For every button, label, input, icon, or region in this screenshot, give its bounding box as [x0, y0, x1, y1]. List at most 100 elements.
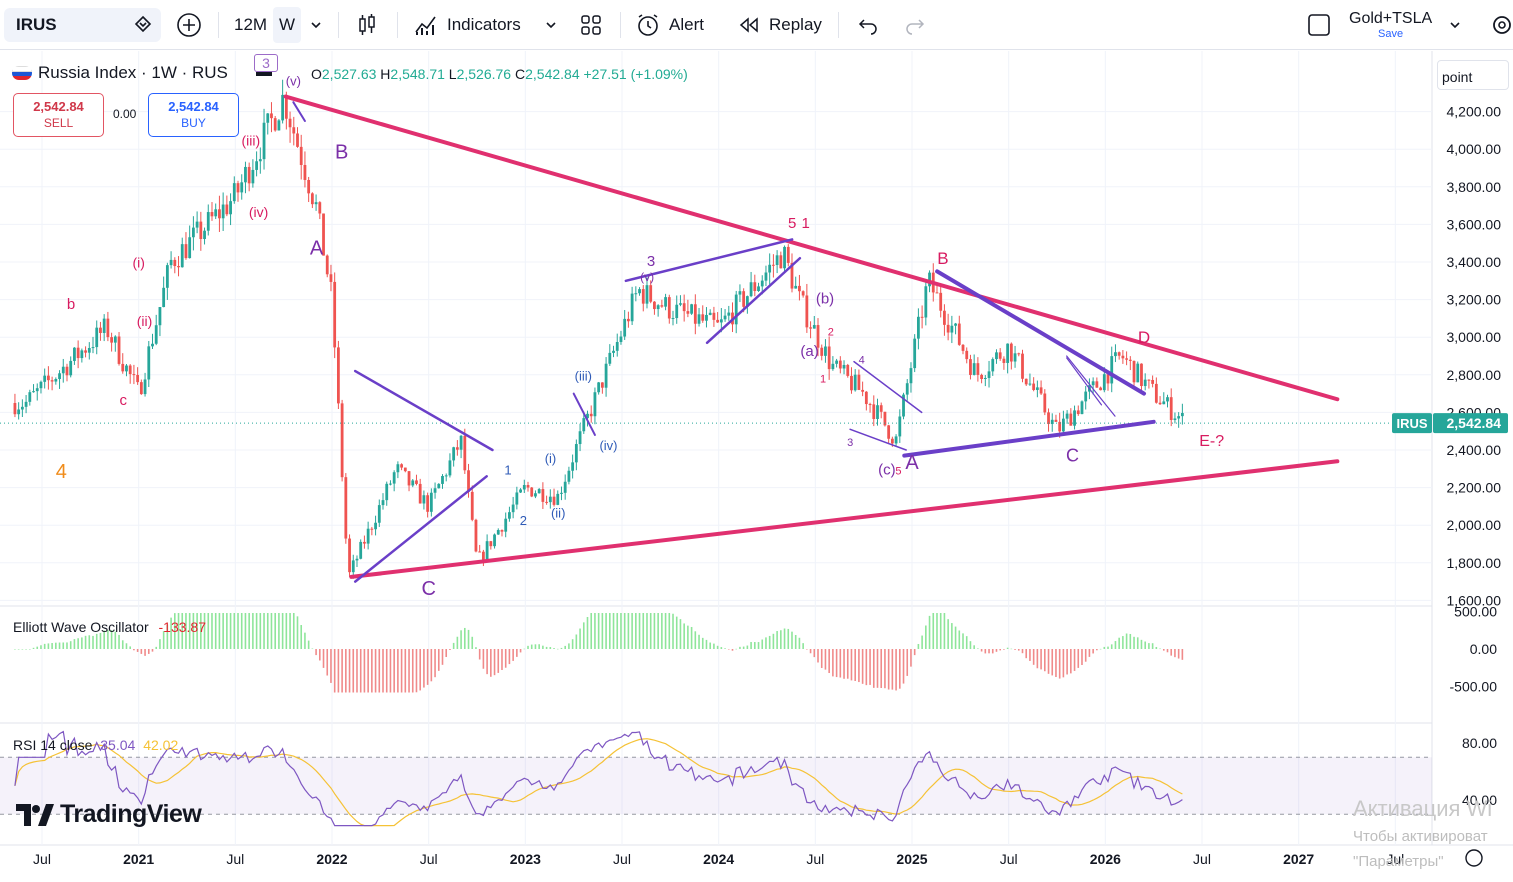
ewo-bar: [672, 613, 674, 649]
settings-button[interactable]: [1490, 7, 1513, 43]
price-unit-selector[interactable]: point: [1437, 60, 1509, 90]
layout-dropdown[interactable]: [1447, 7, 1463, 43]
candle-body: [545, 501, 548, 503]
layout-name[interactable]: Gold+TSLA Save: [1349, 10, 1433, 40]
ewo-bar: [612, 613, 615, 649]
ewo-bar: [623, 613, 626, 649]
chart-canvas[interactable]: 4,200.00 4,000.00 3,800.00 3,600.00 3,400.00…: [0, 51, 1513, 882]
symbol-search[interactable]: IRUS: [4, 8, 161, 42]
legend-badge[interactable]: 3: [254, 54, 278, 72]
ewo-bar: [854, 649, 856, 681]
candle-body: [314, 202, 318, 205]
ewo-bar: [36, 646, 39, 649]
candle-body: [296, 133, 299, 147]
ewo-bar: [66, 642, 68, 649]
indicators-button[interactable]: Indicators: [413, 7, 521, 43]
buy-button[interactable]: 2,542.84 BUY: [148, 93, 239, 137]
candle-body: [779, 255, 783, 269]
replay-button[interactable]: Replay: [737, 7, 822, 43]
candle-body: [957, 323, 961, 345]
ewo-bar: [1159, 648, 1161, 650]
ewo-bar: [1066, 649, 1068, 675]
ewo-bar: [147, 649, 150, 654]
fullscreen-button[interactable]: [1306, 7, 1332, 43]
candle-body: [679, 303, 682, 305]
triangle-upper-line: [283, 94, 1340, 402]
ewo-bar: [642, 613, 645, 649]
candle-body: [783, 246, 786, 269]
ewo-bar: [787, 628, 790, 649]
candle-body: [868, 404, 872, 406]
ewo-bar: [798, 637, 801, 649]
candle-body: [1099, 387, 1102, 391]
wave-channel-line: [624, 238, 794, 283]
ewo-bar: [698, 634, 700, 649]
candle-body: [1061, 418, 1065, 432]
tradingview-logo[interactable]: TradingView: [16, 800, 202, 829]
undo-button[interactable]: [856, 7, 880, 43]
candle-body: [288, 118, 292, 128]
candle-body: [1117, 352, 1121, 356]
ewo-bar: [73, 639, 76, 649]
price-tick-label: 2,000.00: [1447, 517, 1502, 533]
ewo-bar: [408, 649, 410, 693]
ewo-bar: [757, 642, 760, 649]
candle-body: [548, 496, 552, 503]
wave-label: (iv): [249, 204, 268, 220]
indicators-dropdown[interactable]: [543, 7, 559, 43]
interval-12m[interactable]: 12M: [234, 15, 268, 34]
candle-body: [1143, 379, 1147, 387]
ewo-bar: [1051, 649, 1054, 676]
ewo-bar: [675, 616, 678, 649]
candle-body: [504, 518, 508, 532]
candle-body: [1021, 353, 1024, 379]
candle-body: [734, 294, 738, 325]
ewo-bar: [969, 641, 972, 649]
redo-button[interactable]: [903, 7, 927, 43]
candle-body: [600, 382, 604, 388]
candle-body: [1114, 352, 1117, 357]
ewo-bar: [333, 649, 336, 693]
candle-body: [255, 161, 258, 170]
candle-body: [370, 528, 374, 530]
time-axis-settings-icon: [1465, 849, 1483, 867]
candle-body: [206, 212, 210, 231]
interval-w[interactable]: W: [273, 7, 302, 43]
ewo-bar: [464, 627, 466, 649]
ewo-bar: [103, 630, 105, 649]
ewo-bar: [991, 649, 994, 654]
interval-dropdown[interactable]: [308, 7, 324, 43]
candle-body: [664, 297, 667, 307]
ewo-bar: [724, 648, 726, 649]
sell-button[interactable]: 2,542.84 SELL: [13, 93, 104, 137]
ewo-bar: [1151, 643, 1154, 649]
ewo-tick-label: 500.00: [1454, 604, 1497, 620]
candle-body: [355, 558, 359, 561]
ewo-bar: [832, 649, 834, 677]
layouts-button[interactable]: [579, 7, 603, 43]
candle-body: [481, 551, 485, 560]
candle-body: [50, 380, 54, 382]
candle-body: [169, 259, 173, 266]
ewo-bar: [125, 643, 128, 649]
ewo-bar: [843, 649, 845, 679]
chart-type-button[interactable]: [354, 7, 380, 43]
candle-body: [890, 438, 894, 444]
add-symbol-button[interactable]: [175, 7, 203, 43]
ewo-bar: [244, 613, 247, 649]
ewo-bar: [229, 613, 232, 649]
candle-body: [697, 314, 701, 324]
candle-body: [972, 363, 976, 375]
ewo-bar: [482, 649, 485, 669]
ewo-bar: [794, 634, 797, 649]
ewo-bar: [136, 649, 139, 652]
candle-body: [872, 404, 876, 419]
candle-body: [251, 169, 255, 184]
compare-icon[interactable]: [133, 14, 153, 34]
candle-body: [1009, 343, 1013, 362]
legend-collapse-icon[interactable]: [256, 72, 272, 76]
candle-body: [522, 485, 526, 490]
alert-button[interactable]: Alert: [635, 7, 704, 43]
candle-body: [530, 487, 534, 497]
candle-body: [99, 327, 102, 333]
